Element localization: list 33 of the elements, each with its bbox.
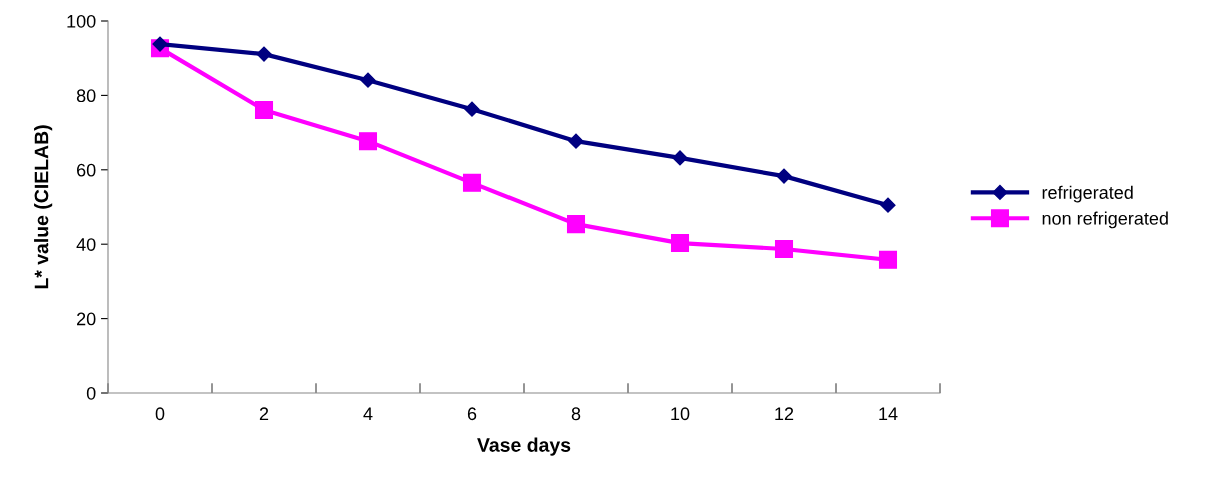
x-tick-label: 0	[155, 407, 165, 421]
y-tick-label: 80	[76, 89, 96, 103]
y-tick-label: 60	[77, 163, 96, 177]
point	[256, 46, 272, 62]
point	[254, 100, 274, 119]
y-axis-title: L* value (CIELAB)	[34, 125, 53, 289]
x-tick-label: 12	[775, 407, 794, 420]
x-tick-label: 6	[467, 407, 477, 421]
point	[672, 150, 688, 166]
legend-label: refrigerated	[1042, 185, 1133, 203]
y-tick-label: 100	[67, 14, 96, 28]
x-tick-label: 2	[259, 407, 269, 420]
point	[358, 132, 378, 151]
y-tick-label: 20	[77, 312, 96, 326]
x-tick-label: 4	[363, 407, 373, 420]
point	[568, 133, 584, 149]
legend-label: non refrigerated	[1042, 211, 1168, 229]
point	[464, 101, 480, 117]
y-tick-label: 40	[76, 238, 96, 251]
point	[360, 72, 376, 88]
point	[670, 234, 690, 253]
x-tick-label: 8	[571, 407, 581, 421]
point	[880, 197, 896, 213]
point	[776, 168, 792, 184]
x-axis-title: Vase days	[477, 437, 571, 456]
point	[774, 240, 794, 259]
x-tick-label: 10	[671, 407, 690, 421]
y-tick-label: 0	[86, 386, 96, 400]
point	[462, 173, 482, 192]
point	[878, 250, 898, 269]
x-tick-label: 14	[879, 407, 898, 420]
point	[566, 215, 586, 234]
point	[152, 36, 168, 52]
